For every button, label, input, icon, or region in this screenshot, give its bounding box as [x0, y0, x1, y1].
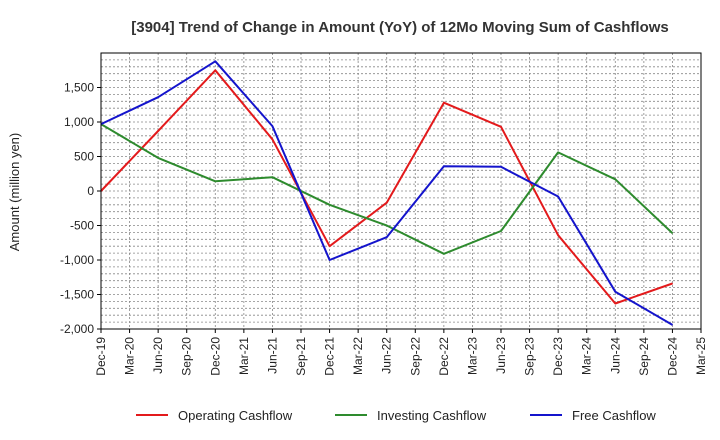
data-point	[671, 282, 673, 284]
grid	[101, 53, 701, 329]
x-tick-label: Sep-22	[408, 337, 422, 376]
x-tick-label: Jun-22	[380, 337, 394, 374]
x-tick-label: Sep-20	[180, 337, 194, 376]
data-point	[157, 157, 159, 159]
data-point	[214, 180, 216, 182]
data-point	[671, 232, 673, 234]
y-tick-label: -1,500	[60, 288, 94, 302]
y-tick-label: 500	[74, 150, 94, 164]
x-tick-label: Mar-20	[123, 337, 137, 375]
x-tick-label: Jun-20	[151, 337, 165, 374]
x-tick-label: Dec-23	[551, 337, 565, 376]
legend-label: Operating Cashflow	[178, 408, 293, 423]
x-tick-label: Mar-24	[580, 337, 594, 375]
data-point	[500, 230, 502, 232]
data-point	[329, 245, 331, 247]
data-point	[557, 196, 559, 198]
series-lines	[100, 60, 674, 326]
y-tick-label: 1,500	[64, 81, 94, 95]
x-tick-label: Mar-22	[351, 337, 365, 375]
data-point	[157, 96, 159, 98]
y-tick-label: 0	[87, 184, 94, 198]
x-tick-label: Jun-24	[608, 337, 622, 374]
x-tick-label: Dec-19	[94, 337, 108, 376]
x-tick-label: Mar-25	[694, 337, 708, 375]
data-point	[557, 151, 559, 153]
legend-label: Free Cashflow	[572, 408, 656, 423]
x-tick-label: Dec-22	[437, 337, 451, 376]
x-tick-label: Mar-23	[465, 337, 479, 375]
data-point	[214, 60, 216, 62]
data-point	[443, 165, 445, 167]
data-point	[386, 225, 388, 226]
y-axis-label: Amount (million yen)	[7, 133, 22, 252]
y-tick-label: -500	[70, 219, 94, 233]
x-tick-label: Dec-21	[323, 337, 337, 376]
data-point	[157, 130, 159, 132]
x-tick-label: Jun-21	[265, 337, 279, 374]
data-point	[500, 166, 502, 168]
data-point	[271, 176, 273, 178]
data-point	[329, 259, 331, 261]
data-point	[614, 302, 616, 304]
y-tick-labels: -2,000 -1,500 -1,000 -500 0 500 1,000 1,500	[60, 81, 101, 336]
plot-frame	[100, 52, 702, 330]
data-point	[443, 102, 445, 104]
x-tick-label: Mar-21	[237, 337, 251, 375]
data-point	[329, 204, 331, 206]
y-tick-label: -2,000	[60, 322, 94, 336]
x-tick-label: Jun-23	[494, 337, 508, 374]
chart-title: [3904] Trend of Change in Amount (YoY) o…	[131, 19, 669, 36]
data-point	[614, 178, 616, 180]
data-point	[214, 69, 216, 71]
x-tick-label: Sep-23	[523, 337, 537, 376]
x-tick-label: Sep-24	[637, 337, 651, 376]
data-point	[557, 234, 559, 236]
data-point	[614, 291, 616, 293]
legend: Operating Cashflow Investing Cashflow Free…	[136, 408, 656, 423]
data-point	[671, 324, 673, 326]
legend-label: Investing Cashflow	[377, 408, 487, 423]
data-point	[443, 253, 445, 255]
x-tick-label: Dec-20	[208, 337, 222, 376]
data-point	[271, 125, 273, 127]
y-tick-label: -1,000	[60, 253, 94, 267]
x-tick-label: Dec-24	[665, 337, 679, 376]
data-point	[386, 236, 388, 238]
y-tick-label: 1,000	[64, 115, 94, 129]
data-point	[386, 202, 388, 204]
x-tick-labels: Dec-19 Mar-20 Jun-20 Sep-20 Dec-20 Mar-21 Jun-…	[94, 329, 708, 376]
data-point	[271, 138, 273, 140]
data-point	[500, 126, 502, 128]
x-tick-label: Sep-21	[294, 337, 308, 376]
